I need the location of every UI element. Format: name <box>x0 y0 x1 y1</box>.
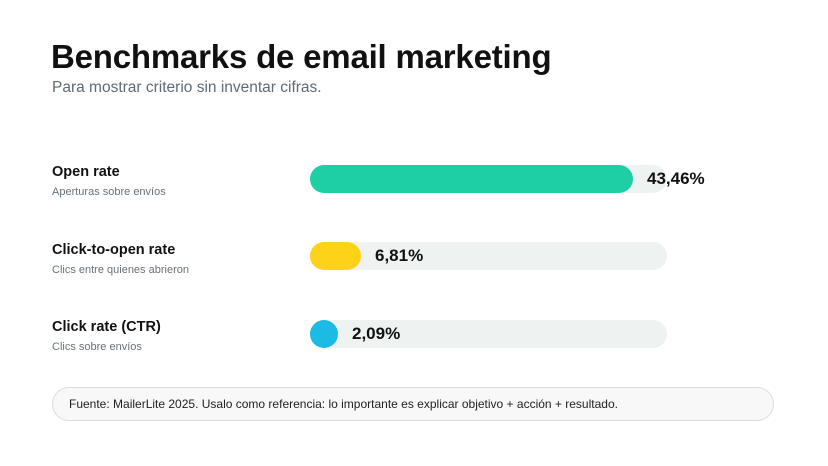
bar-open-rate <box>310 165 633 193</box>
row-label-click-to-open-rate: Click-to-open rate <box>52 242 176 258</box>
source-note: Fuente: MailerLite 2025. Usalo como refe… <box>52 387 774 421</box>
bar-track-click-rate: 2,09% <box>310 320 667 348</box>
bar-click-to-open-rate <box>310 242 361 270</box>
chart-title: Benchmarks de email marketing <box>51 38 552 75</box>
row-label-click-rate: Click rate (CTR) <box>52 319 161 335</box>
bar-track-click-to-open-rate: 6,81% <box>310 242 667 270</box>
value-label-click-rate: 2,09% <box>352 324 401 343</box>
bar-track-open-rate: 43,46% <box>310 165 705 193</box>
chart-subtitle: Para mostrar criterio sin inventar cifra… <box>52 79 322 96</box>
row-desc-click-to-open-rate: Clics entre quienes abrieron <box>52 264 189 276</box>
value-label-open-rate: 43,46% <box>647 169 705 188</box>
row-label-open-rate: Open rate <box>52 164 120 180</box>
row-desc-open-rate: Aperturas sobre envíos <box>52 186 166 198</box>
value-label-click-to-open-rate: 6,81% <box>375 246 424 265</box>
source-note-text: Fuente: MailerLite 2025. Usalo como refe… <box>69 397 618 411</box>
bar-click-rate <box>310 320 338 348</box>
row-desc-click-rate: Clics sobre envíos <box>52 341 142 353</box>
